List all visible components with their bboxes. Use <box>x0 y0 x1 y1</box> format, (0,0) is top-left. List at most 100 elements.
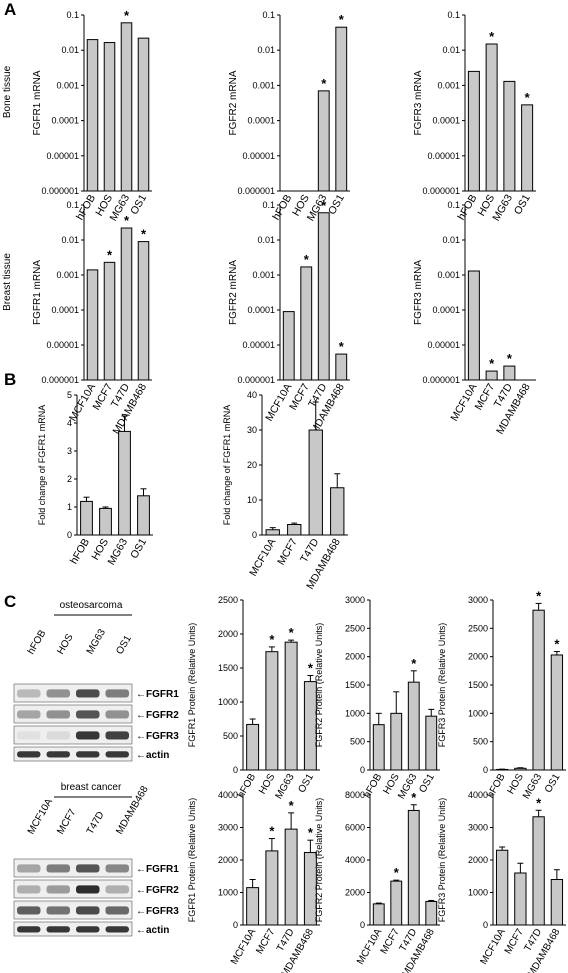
band-arrow-label: ←actin <box>136 750 169 761</box>
y-tick-label: 20 <box>247 460 257 470</box>
significance-star: * <box>304 252 310 267</box>
y-tick-label: 2000 <box>218 629 238 639</box>
y-axis-label: FGFR2 Protein (Relative Units) <box>314 623 324 748</box>
blot-band <box>76 885 100 894</box>
y-axis-label: Fold change of FGFR1 mRNA <box>37 405 47 526</box>
y-tick-label: 500 <box>350 737 365 747</box>
blot-band <box>17 906 41 915</box>
y-tick-label: 1500 <box>218 663 238 673</box>
bar <box>407 809 420 926</box>
y-tick-label: 0.0001 <box>51 116 79 126</box>
chart-A-bone-FGFR1: 0.1 0.01 0.001 0.0001 0.00001 0.000001 FGFR1 m… <box>32 8 152 223</box>
y-tick-label: 2500 <box>468 623 488 633</box>
band-arrow-label: ←FGFR2 <box>136 885 179 896</box>
bar <box>284 641 298 771</box>
category-label: OS1 <box>128 192 149 216</box>
panel-label-c: C <box>4 592 17 611</box>
significance-star: * <box>489 356 495 371</box>
blot-band <box>46 689 70 698</box>
blot-0: osteosarcoma hFOB HOS MG63 OS1 ←FGFR1 ←FGFR2 ←F… <box>13 600 179 762</box>
y-tick-label: 0.000001 <box>41 186 79 196</box>
blot-strip <box>13 900 133 920</box>
blot-strip <box>13 879 133 899</box>
y-tick-label: 0.0001 <box>247 116 275 126</box>
y-tick-label: 0.000001 <box>237 186 275 196</box>
category-label: MCF10A <box>478 927 507 967</box>
y-axis-label: FGFR2 mRNA <box>228 70 239 135</box>
y-axis-label: FGFR3 mRNA <box>413 70 424 135</box>
y-tick-label: 0.01 <box>257 45 275 55</box>
band-arrow-label: ←FGFR3 <box>136 906 179 917</box>
y-tick-label: 0.1 <box>447 10 460 20</box>
category-label: hFOB <box>236 772 259 800</box>
blot-band <box>76 926 100 933</box>
category-label: hFOB <box>68 537 92 567</box>
bar <box>103 42 116 192</box>
panel-label-b: B <box>4 370 17 389</box>
category-label: MCF10A <box>229 927 258 967</box>
y-tick-label: 0.1 <box>66 10 79 20</box>
blot-band <box>76 751 100 758</box>
y-tick-label: 0.001 <box>252 270 275 280</box>
blot-band <box>76 689 100 698</box>
blot-band <box>17 731 41 740</box>
y-axis-label: FGFR3 Protein (Relative Units) <box>437 798 447 923</box>
bar <box>137 37 150 192</box>
significance-star: * <box>536 795 542 810</box>
y-tick-label: 0.001 <box>252 80 275 90</box>
row-label-bone: Bone tissue <box>2 65 13 118</box>
charts-layer: 0.1 0.01 0.001 0.0001 0.00001 0.000001 FGFR1 m… <box>32 8 566 973</box>
blot-band <box>76 906 100 915</box>
y-tick-label: 0.01 <box>442 45 460 55</box>
western-blots: osteosarcoma hFOB HOS MG63 OS1 ←FGFR1 ←FGFR2 ←F… <box>13 600 179 937</box>
blot-band <box>105 885 129 894</box>
blot-band <box>46 926 70 933</box>
blot-band <box>17 885 41 894</box>
significance-star: * <box>489 29 495 44</box>
y-tick-label: 4 <box>67 418 72 428</box>
y-tick-label: 40 <box>247 390 257 400</box>
bar <box>86 39 99 192</box>
significance-star: * <box>124 213 130 228</box>
blot-band <box>46 864 70 873</box>
bar <box>265 529 280 536</box>
y-tick-label: 3000 <box>218 823 238 833</box>
y-tick-label: 0 <box>360 920 365 930</box>
blot-strip <box>13 704 133 724</box>
y-tick-label: 0.00001 <box>242 340 275 350</box>
blot-band <box>46 751 70 758</box>
bar <box>372 724 385 771</box>
y-tick-label: 500 <box>223 731 238 741</box>
y-axis-label: FGFR1 mRNA <box>32 260 43 325</box>
bar <box>300 266 313 381</box>
y-tick-label: 0.01 <box>442 235 460 245</box>
bar <box>265 651 279 771</box>
category-label: MG63 <box>274 772 297 801</box>
blot-band <box>46 885 70 894</box>
category-label: hFOB <box>485 772 508 800</box>
bar <box>550 879 564 926</box>
bar <box>118 430 131 536</box>
chart-A-bone-FGFR2: 0.1 0.01 0.001 0.0001 0.00001 0.000001 FGFR2 m… <box>228 10 350 223</box>
y-tick-label: 0.001 <box>56 80 79 90</box>
y-tick-label: 1000 <box>218 888 238 898</box>
y-tick-label: 2000 <box>345 888 365 898</box>
y-tick-label: 0 <box>67 530 72 540</box>
bar <box>335 26 348 192</box>
blot-band <box>76 731 100 740</box>
bar <box>495 849 509 926</box>
y-axis-label: FGFR1 Protein (Relative Units) <box>187 623 197 748</box>
category-label: hFOB <box>362 772 385 800</box>
category-label: MCF7 <box>503 927 526 956</box>
chart-A-breast-FGFR3: 0.1 0.01 0.001 0.0001 0.00001 0.000001 FGFR3 m… <box>413 200 536 437</box>
y-tick-label: 0.000001 <box>422 186 460 196</box>
blot-group-label: osteosarcoma <box>60 600 123 611</box>
row-label-breast: Breast tissue <box>2 253 13 311</box>
y-tick-label: 0.00001 <box>427 340 460 350</box>
y-tick-label: 2000 <box>345 652 365 662</box>
bar <box>317 212 330 381</box>
chart-C-bone-FGFR2: 0 500 1000 1500 2000 2500 3000 FGFR2 Protein (R… <box>314 595 440 801</box>
y-tick-label: 2500 <box>345 623 365 633</box>
y-tick-label: 0.00001 <box>46 340 79 350</box>
